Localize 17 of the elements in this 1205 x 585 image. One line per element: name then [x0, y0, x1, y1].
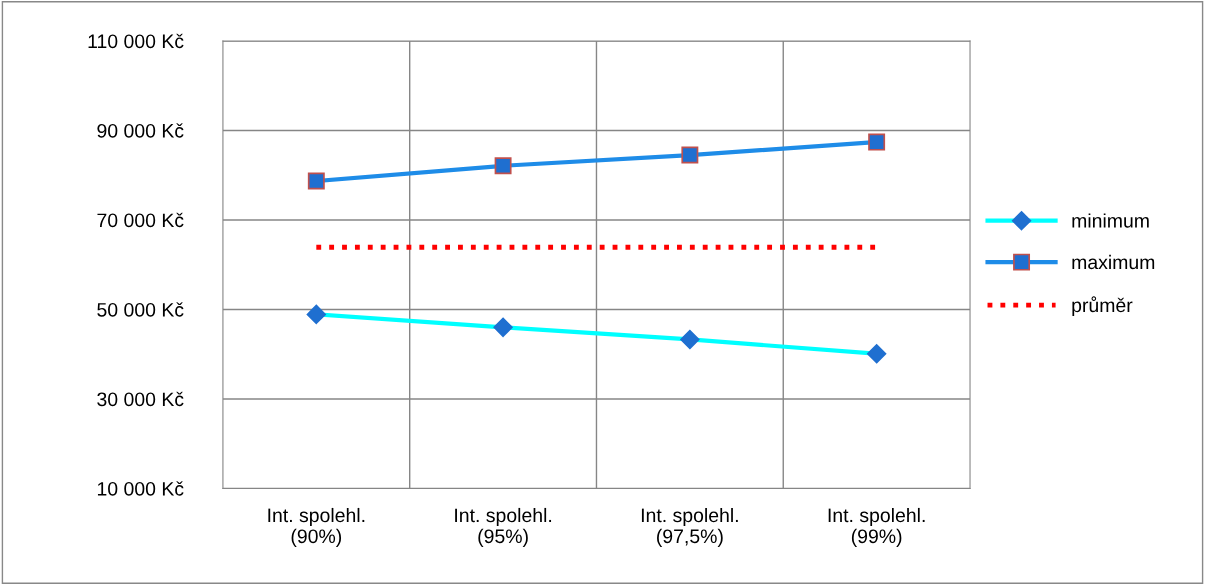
point [868, 133, 886, 151]
x-tick-label: Int. spolehl. (97,5%) [641, 507, 738, 547]
legend-label: maximum [1072, 254, 1155, 270]
y-tick-label: 10 000 Kč [97, 481, 184, 496]
legend-label: průměr [1072, 296, 1133, 317]
y-tick-label: 90 000 Kč [97, 123, 184, 138]
point [494, 157, 512, 175]
x-tick-label: Int. spolehl. (95%) [455, 507, 552, 547]
legend-label: minimum [1072, 213, 1149, 228]
y-tick-label: 50 000 Kč [97, 302, 184, 317]
y-tick-label: 70 000 Kč [97, 212, 184, 228]
y-tick-label: 30 000 Kč [97, 391, 184, 407]
point [307, 172, 325, 190]
y-tick-label: 110 000 Kč [88, 33, 184, 49]
x-tick-label: Int. spolehl. (90%) [268, 507, 365, 547]
x-tick-label: Int. spolehl. (99%) [828, 507, 925, 547]
point [681, 146, 699, 164]
